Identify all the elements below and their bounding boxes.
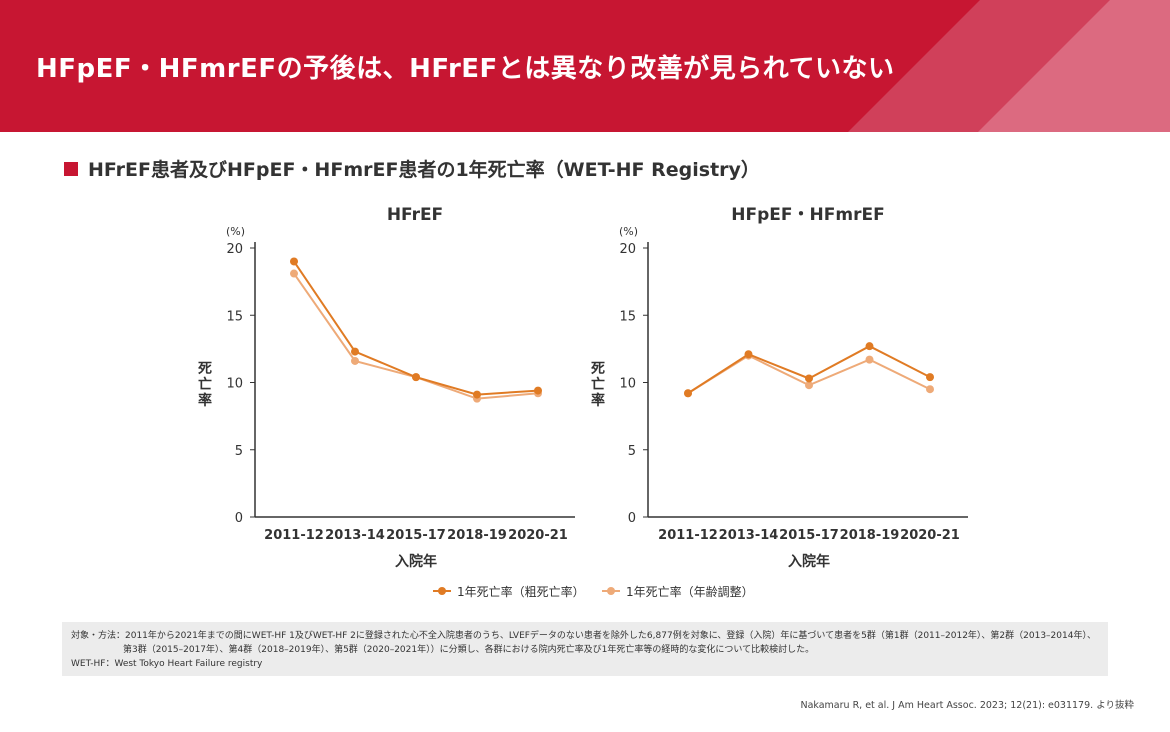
legend-label: 1年死亡率（粗死亡率）	[457, 584, 585, 599]
data-point	[534, 386, 542, 395]
x-tick-label: 2015-17	[779, 528, 839, 543]
data-point	[473, 390, 481, 399]
x-tick-label: 2018-19	[447, 528, 507, 543]
square-bullet-icon	[64, 161, 78, 176]
y-tick-label: 0	[628, 511, 636, 526]
x-axis-label: 入院年	[788, 553, 830, 570]
x-tick-label: 2015-17	[386, 528, 446, 543]
y-tick-label: 5	[628, 444, 636, 459]
data-point	[926, 373, 934, 382]
y-tick-label: 15	[226, 309, 243, 324]
y-axis-label-char: 死	[197, 361, 212, 377]
y-axis-label-char: 亡	[198, 376, 212, 393]
x-tick-label: 2020-21	[508, 528, 568, 543]
data-point	[351, 356, 359, 365]
chart-title: HFrEF	[387, 205, 443, 225]
x-tick-label: 2020-21	[900, 528, 960, 543]
legend-marker	[607, 587, 615, 595]
y-tick-label: 0	[235, 511, 243, 526]
chart-title: HFpEF・HFmrEF	[731, 205, 884, 225]
y-tick-label: 20	[619, 242, 636, 257]
data-point	[805, 381, 813, 390]
legend-label: 1年死亡率（年齢調整）	[626, 584, 754, 599]
y-tick-label: 10	[619, 377, 636, 392]
y-axis-label-char: 亡	[591, 376, 605, 393]
x-tick-label: 2018-19	[840, 528, 900, 543]
y-tick-label: 10	[226, 377, 243, 392]
x-tick-label: 2011-12	[658, 528, 718, 543]
data-point	[865, 342, 874, 351]
section-title: HFrEF患者及びHFpEF・HFmrEF患者の1年死亡率（WET-HF Reg…	[64, 155, 760, 182]
data-point	[684, 389, 692, 398]
data-point	[805, 374, 813, 383]
y-axis-label-char: 率	[198, 392, 212, 409]
y-tick-label: 5	[235, 444, 243, 459]
x-tick-label: 2013-14	[719, 528, 779, 543]
citation: Nakamaru R, et al. J Am Heart Assoc. 202…	[800, 700, 1134, 711]
note-line: 第3群（2015–2017年）、第4群（2018–2019年）、第5群（2020…	[123, 645, 815, 655]
y-tick-label: 15	[619, 309, 636, 324]
methods-note: 対象・方法：2011年から2021年までの間にWET-HF 1及びWET-HF …	[62, 622, 1108, 676]
page-title: HFpEF・HFmrEFの予後は、HFrEFとは異なり改善が見られていない	[36, 54, 895, 84]
y-axis-label-char: 死	[590, 361, 605, 377]
y-tick-label: 20	[226, 242, 243, 257]
data-point	[865, 355, 874, 364]
data-point	[290, 257, 298, 266]
header-banner: HFpEF・HFmrEFの予後は、HFrEFとは異なり改善が見られていない	[0, 0, 1170, 132]
y-axis-label-char: 率	[591, 392, 605, 409]
note-abbrev: WET-HF：West Tokyo Heart Failure registry	[71, 659, 263, 669]
data-point	[926, 385, 934, 394]
data-point	[351, 347, 359, 356]
legend-marker	[438, 587, 446, 595]
y-unit: (%)	[226, 225, 245, 238]
data-point	[412, 373, 420, 382]
data-point	[290, 269, 298, 278]
x-axis-label: 入院年	[395, 553, 437, 570]
x-tick-label: 2011-12	[264, 528, 324, 543]
section-title-text: HFrEF患者及びHFpEF・HFmrEF患者の1年死亡率（WET-HF Reg…	[88, 159, 760, 181]
x-tick-label: 2013-14	[325, 528, 385, 543]
note-line: 対象・方法：2011年から2021年までの間にWET-HF 1及びWET-HF …	[71, 631, 1096, 641]
data-point	[744, 350, 753, 359]
y-unit: (%)	[619, 225, 638, 238]
